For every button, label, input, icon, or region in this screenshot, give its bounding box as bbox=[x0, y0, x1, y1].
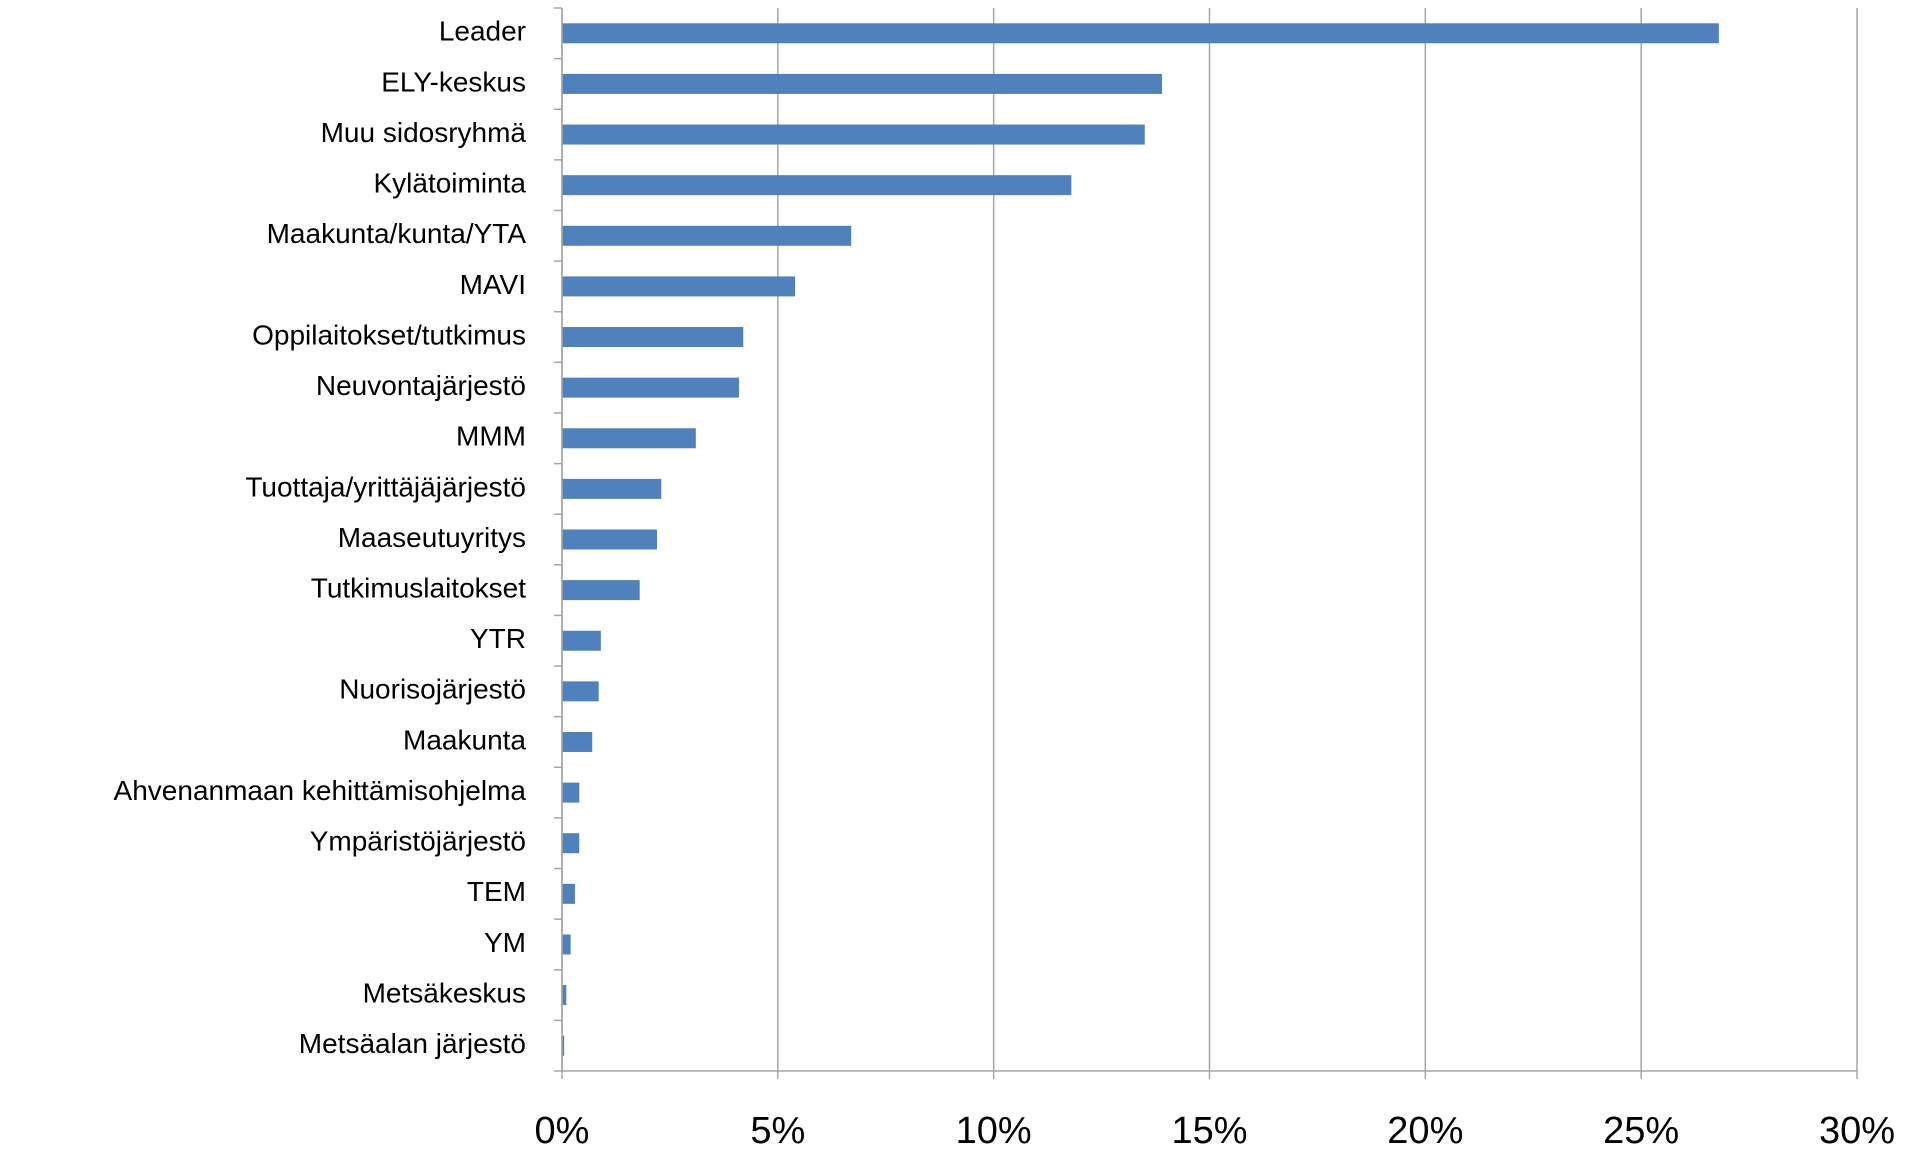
y-tick-label: Neuvontajärjestö bbox=[316, 370, 526, 401]
y-tick-label: Maakunta/kunta/YTA bbox=[267, 218, 527, 249]
x-tick-label: 15% bbox=[1171, 1110, 1247, 1146]
y-tick-label: TEM bbox=[467, 876, 526, 907]
x-tick-label: 0% bbox=[535, 1110, 590, 1146]
y-tick-label: YM bbox=[484, 927, 526, 958]
bar bbox=[562, 225, 852, 246]
x-tick-label: 30% bbox=[1819, 1110, 1895, 1146]
bar bbox=[562, 630, 601, 651]
y-tick-label: Tuottaja/yrittäjäjärjestö bbox=[245, 471, 526, 502]
bar bbox=[562, 377, 739, 398]
bar bbox=[562, 985, 567, 1006]
bar bbox=[562, 833, 580, 854]
y-tick-label: Ympäristöjärjestö bbox=[310, 826, 526, 857]
bar bbox=[562, 782, 580, 803]
y-tick-label: Ahvenanmaan kehittämisohjelma bbox=[114, 775, 527, 806]
y-tick-label: YTR bbox=[470, 623, 526, 654]
bar bbox=[562, 1035, 565, 1056]
y-tick-label: Tutkimuslaitokset bbox=[311, 573, 526, 604]
y-tick-label: Maaseutuyritys bbox=[338, 522, 526, 553]
bar bbox=[562, 529, 657, 550]
bar bbox=[562, 175, 1072, 196]
y-tick-label: Nuorisojärjestö bbox=[339, 674, 526, 705]
bar bbox=[562, 731, 593, 752]
y-tick-label: Metsäkeskus bbox=[363, 977, 526, 1008]
y-tick-label: Oppilaitokset/tutkimus bbox=[252, 319, 526, 350]
y-tick-label: Kylätoiminta bbox=[373, 168, 526, 199]
bar bbox=[562, 276, 796, 297]
bar bbox=[562, 23, 1719, 44]
x-tick-label: 25% bbox=[1603, 1110, 1679, 1146]
bar bbox=[562, 327, 744, 348]
x-tick-label: 10% bbox=[956, 1110, 1032, 1146]
y-tick-label: Leader bbox=[439, 16, 526, 47]
x-tick-label: 20% bbox=[1387, 1110, 1463, 1146]
y-tick-label: MMM bbox=[456, 421, 526, 452]
y-tick-label: ELY-keskus bbox=[381, 66, 526, 97]
bar bbox=[562, 428, 696, 449]
bar bbox=[562, 73, 1163, 94]
bar bbox=[562, 580, 640, 601]
y-tick-label: Muu sidosryhmä bbox=[321, 117, 527, 148]
x-tick-label: 5% bbox=[750, 1110, 805, 1146]
bar bbox=[562, 124, 1145, 145]
bar bbox=[562, 681, 599, 702]
bar bbox=[562, 883, 575, 904]
y-tick-label: Metsäalan järjestö bbox=[299, 1028, 526, 1059]
y-tick-label: Maakunta bbox=[403, 724, 526, 755]
bar bbox=[562, 934, 571, 955]
y-tick-label: MAVI bbox=[460, 269, 526, 300]
bar bbox=[562, 478, 662, 499]
